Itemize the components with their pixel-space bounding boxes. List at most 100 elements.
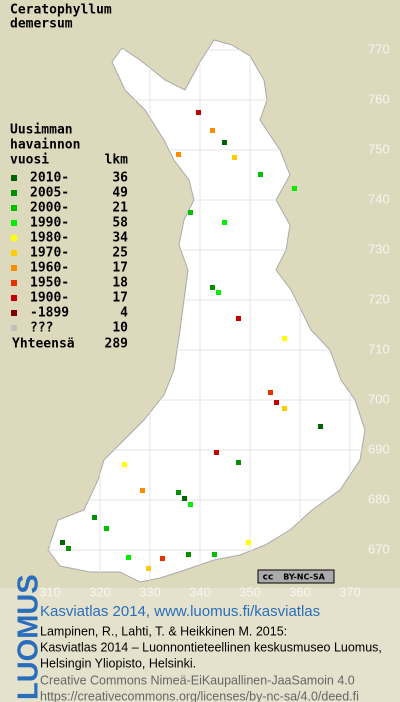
occurrence-square [182, 496, 187, 501]
citation-line: Kasviatlas 2014 – Luonnontieteellinen ke… [40, 640, 382, 654]
occurrence-square [122, 462, 127, 467]
legend-count: 34 [112, 231, 128, 246]
occurrence-square [236, 316, 241, 321]
y-tick-label: 750 [368, 141, 390, 156]
legend-swatch [11, 220, 17, 226]
x-tick-label: 350 [239, 584, 261, 599]
title-line: Ceratophyllum [10, 3, 112, 18]
occurrence-square [232, 155, 237, 160]
badge-frame [257, 569, 335, 584]
legend-label: -1899 [30, 306, 69, 321]
legend-count: 25 [112, 246, 128, 261]
occurrence-square [216, 290, 221, 295]
occurrence-square [222, 220, 227, 225]
legend-label: ??? [30, 321, 53, 336]
occurrence-square [282, 406, 287, 411]
license-line: https://creativecommons.org/licenses/by-… [40, 689, 359, 702]
legend-count: 36 [112, 171, 128, 186]
legend-count: 49 [112, 186, 128, 201]
finland-outline [47, 39, 366, 583]
occurrence-square [140, 488, 145, 493]
y-tick-label: 690 [368, 441, 390, 456]
badge-terms: BY-NC-SA [283, 573, 325, 582]
x-tick-label: 370 [339, 584, 361, 599]
legend-count: 21 [112, 201, 128, 216]
legend-label: 1900- [30, 291, 69, 306]
legend-label: 2000- [30, 201, 69, 216]
occurrence-square [246, 540, 251, 545]
x-tick-label: 310 [39, 584, 61, 599]
legend-swatch [11, 205, 17, 211]
footer-background [0, 588, 400, 702]
legend-swatch [11, 310, 17, 316]
y-tick-label: 740 [368, 191, 390, 206]
legend-label: 1960- [30, 261, 69, 276]
y-tick-label: 700 [368, 391, 390, 406]
occurrence-square [196, 110, 201, 115]
occurrence-square [212, 552, 217, 557]
occurrence-square [146, 566, 151, 571]
y-tick-label: 670 [368, 541, 390, 556]
legend-swatch [11, 175, 17, 181]
legend-heading: havainnon [10, 138, 80, 153]
occurrence-square [104, 526, 109, 531]
y-tick-label: 770 [368, 41, 390, 56]
y-tick-label: 710 [368, 341, 390, 356]
y-tick-label: 720 [368, 291, 390, 306]
legend-swatch [11, 295, 17, 301]
legend-count: 4 [120, 306, 128, 321]
legend-count-heading: lkm [105, 153, 129, 168]
occurrence-square [126, 555, 131, 560]
legend-count: 17 [112, 261, 128, 276]
badge-cc: cc [263, 573, 274, 583]
occurrence-square [236, 460, 241, 465]
y-tick-label: 680 [368, 491, 390, 506]
y-tick-label: 730 [368, 241, 390, 256]
headline: Kasviatlas 2014, www.luomus.fi/kasviatla… [40, 603, 320, 620]
legend-count: 10 [112, 321, 128, 336]
legend-count: 17 [112, 291, 128, 306]
occurrence-square [210, 128, 215, 133]
occurrence-square [318, 424, 323, 429]
occurrence-square [176, 152, 181, 157]
legend-label: 2005- [30, 186, 69, 201]
legend-heading: vuosi [10, 153, 49, 168]
occurrence-square [186, 552, 191, 557]
occurrence-square [268, 390, 273, 395]
occurrence-square [258, 172, 263, 177]
legend-swatch [11, 250, 17, 256]
x-tick-label: 330 [139, 584, 161, 599]
occurrence-square [282, 336, 287, 341]
occurrence-square [214, 450, 219, 455]
title-line: demersum [10, 17, 73, 32]
occurrence-square [188, 502, 193, 507]
occurrence-square [222, 140, 227, 145]
legend-heading: Uusimman [10, 123, 73, 138]
citation-line: Helsingin Yliopisto, Helsinki. [40, 656, 196, 670]
legend-swatch [11, 190, 17, 196]
legend-swatch [11, 235, 17, 241]
license-badge: cc BY-NC-SA [257, 569, 335, 584]
x-tick-label: 320 [89, 584, 111, 599]
legend: 2010- 36 2005- 49 2000- 21 1990- 58 1980- 34 1970-… [11, 171, 128, 336]
occurrence-square [210, 285, 215, 290]
legend-label: 2010- [30, 171, 69, 186]
occurrence-square [160, 556, 165, 561]
legend-label: 1990- [30, 216, 69, 231]
legend-count: 18 [112, 276, 128, 291]
occurrence-square [66, 546, 71, 551]
legend-label: 1970- [30, 246, 69, 261]
occurrence-square [274, 400, 279, 405]
legend-total: 289 [105, 337, 128, 352]
legend-count: 58 [112, 216, 128, 231]
legend-swatch [11, 325, 17, 331]
occurrence-square [92, 515, 97, 520]
license-line: Creative Commons Nimeä-EiKaupallinen-Jaa… [40, 673, 355, 687]
x-tick-label: 340 [189, 584, 211, 599]
legend-swatch [11, 280, 17, 286]
occurrence-square [188, 210, 193, 215]
legend-label: 1980- [30, 231, 69, 246]
legend-label: 1950- [30, 276, 69, 291]
occurrence-square [292, 186, 297, 191]
